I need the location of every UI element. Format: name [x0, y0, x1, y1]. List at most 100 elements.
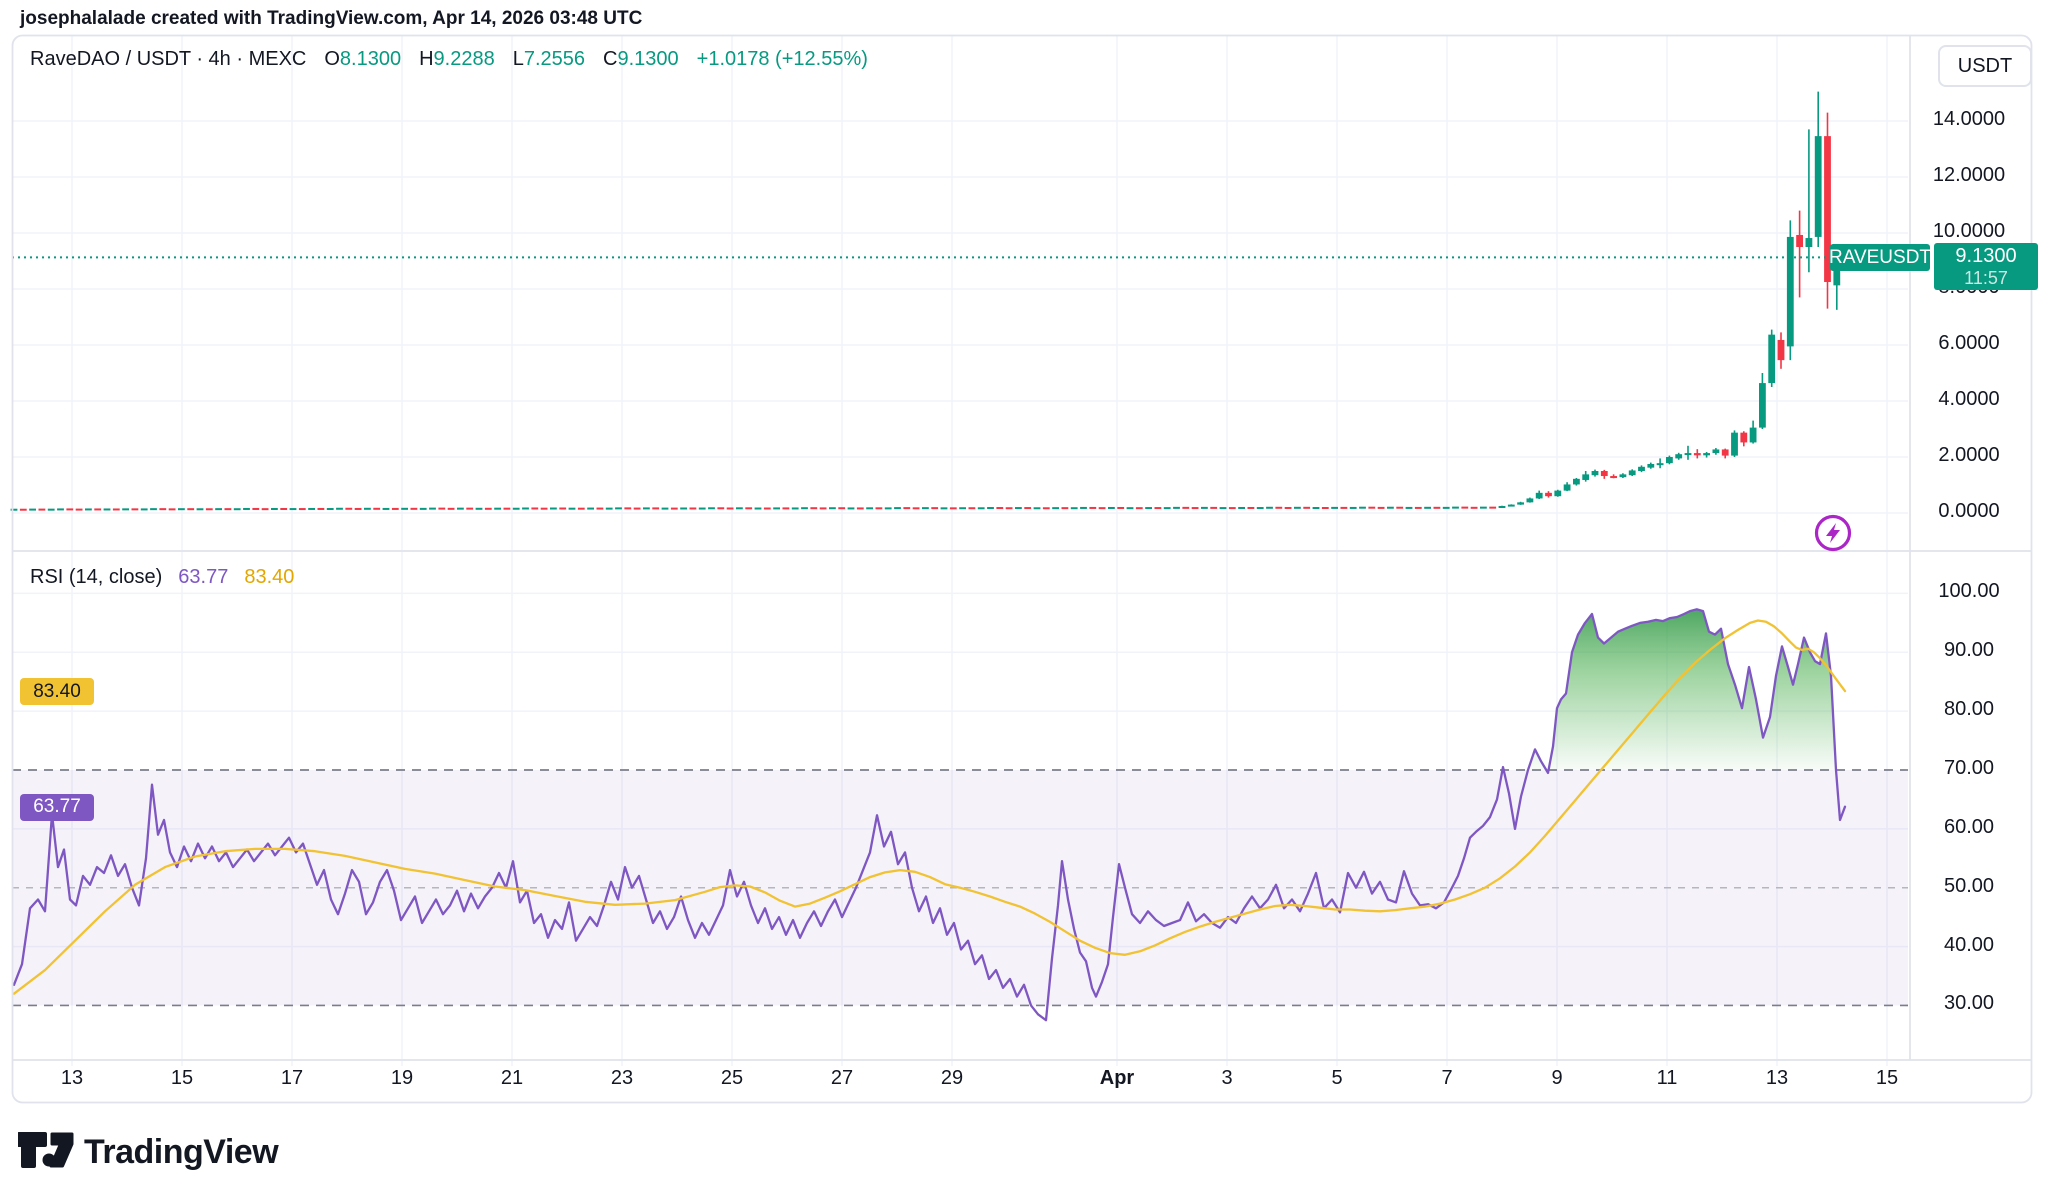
candle-body — [271, 507, 278, 510]
candle-body — [326, 508, 334, 511]
candle-body — [1042, 507, 1050, 510]
candle-body — [345, 507, 353, 510]
rsi-tick: 100.00 — [1938, 580, 2000, 603]
candle-body — [1312, 507, 1320, 510]
candle-body — [168, 508, 176, 511]
candle-body — [559, 507, 567, 510]
candle-body — [847, 507, 855, 510]
candle-body — [261, 508, 269, 511]
candle-body — [1442, 506, 1450, 509]
candle-body — [838, 507, 846, 510]
x-tick: 19 — [390, 1067, 414, 1089]
candle-body — [1098, 507, 1106, 510]
candle-body — [1535, 492, 1543, 499]
candle-body — [922, 507, 929, 510]
x-tick: 11 — [1656, 1067, 1678, 1089]
candle-body — [494, 507, 501, 510]
candle-body — [1796, 234, 1803, 247]
rsi-title: RSI (14, close) — [30, 566, 163, 588]
candle-body — [1712, 449, 1720, 454]
candle-body — [1015, 507, 1022, 510]
rsi-tick: 40.00 — [1943, 933, 1995, 956]
candle-body — [1628, 470, 1636, 476]
x-tick: 7 — [1441, 1067, 1453, 1089]
candle-body — [1387, 506, 1394, 509]
candle-body — [717, 507, 725, 510]
flash-bolt — [1826, 523, 1840, 543]
candle-body — [1507, 504, 1515, 507]
candle-body — [1749, 427, 1757, 443]
chart-borders — [11, 34, 2033, 1104]
x-tick: 23 — [610, 1067, 634, 1089]
candle-body — [522, 507, 529, 510]
candlestick-series — [10, 91, 1841, 511]
time-axis[interactable]: 13 15 17 19 21 23 25 27 29 Apr 3 5 7 9 11 13 15 — [12, 1060, 1908, 1098]
currency-toggle-button[interactable]: USDT — [1938, 45, 2032, 87]
candle-body — [1480, 506, 1487, 509]
candle-body — [1759, 383, 1766, 428]
candle-body — [987, 507, 994, 510]
candle-body — [531, 507, 539, 510]
candle-body — [1331, 506, 1338, 509]
price-tick: 12.0000 — [1932, 164, 2006, 186]
tradingview-logo[interactable]: TradingView — [18, 1131, 279, 1173]
price-tick: 10.0000 — [1932, 220, 2006, 242]
candle-body — [596, 507, 604, 510]
candle-body — [1080, 506, 1087, 509]
candle-body — [829, 507, 836, 510]
boost-flash-icon[interactable] — [1814, 514, 1852, 552]
candle-body — [977, 507, 985, 510]
candle-body — [708, 507, 715, 510]
rsi-ma-value: 83.40 — [244, 566, 295, 588]
rsi-overbought-fill — [14, 609, 1845, 770]
candle-body — [1126, 507, 1134, 510]
candle-body — [224, 508, 232, 511]
candle-body — [85, 508, 92, 511]
x-tick: 29 — [940, 1067, 964, 1089]
x-tick: 17 — [280, 1067, 304, 1089]
candle-body — [1777, 339, 1785, 361]
chart-legend: RaveDAO / USDT · 4h · MEXC O8.1300 H9.22… — [30, 48, 868, 71]
candle-body — [903, 507, 911, 510]
candle-body — [540, 507, 548, 510]
candle-body — [1573, 478, 1580, 485]
candle-body — [1182, 506, 1190, 509]
candle-body — [670, 507, 678, 510]
candle-body — [959, 507, 966, 510]
candle-body — [419, 507, 427, 510]
attribution-text: josephalalade created with TradingView.c… — [20, 8, 643, 29]
price-tick: 6.0000 — [1938, 332, 2000, 354]
candle-body — [1377, 506, 1385, 509]
candle-body — [196, 508, 204, 511]
price-tick: 14.0000 — [1932, 108, 2006, 130]
rsi-tick: 60.00 — [1943, 815, 1995, 838]
candle-body — [1805, 238, 1813, 247]
candle-body — [1061, 507, 1069, 510]
candle-body — [1294, 506, 1301, 509]
price-axis[interactable]: 14.000012.000010.00008.00006.00004.00002… — [1912, 36, 2032, 1060]
candle-body — [1163, 507, 1171, 510]
candle-body — [75, 508, 83, 511]
candle-body — [912, 507, 920, 510]
candle-body — [1266, 506, 1273, 509]
candle-body — [698, 507, 706, 510]
x-tick: 25 — [720, 1067, 744, 1089]
candle-body — [1740, 432, 1748, 443]
tradingview-logo-text: TradingView — [84, 1132, 279, 1171]
candle-body — [1610, 476, 1617, 479]
candle-body — [1275, 506, 1283, 509]
candle-body — [968, 507, 976, 510]
rsi-tick: 90.00 — [1943, 639, 1995, 662]
candle-body — [801, 507, 808, 510]
candle-body — [1619, 474, 1627, 478]
x-tick: 13 — [60, 1067, 84, 1089]
last-price-value: 9.1300 — [1955, 244, 2017, 267]
candle-body — [38, 508, 46, 511]
candle-body — [1666, 457, 1673, 464]
candle-body — [782, 507, 790, 510]
rsi-tick: 50.00 — [1943, 874, 1995, 897]
candle-body — [624, 507, 632, 510]
candle-body — [1470, 506, 1478, 509]
candle-body — [1005, 507, 1013, 510]
